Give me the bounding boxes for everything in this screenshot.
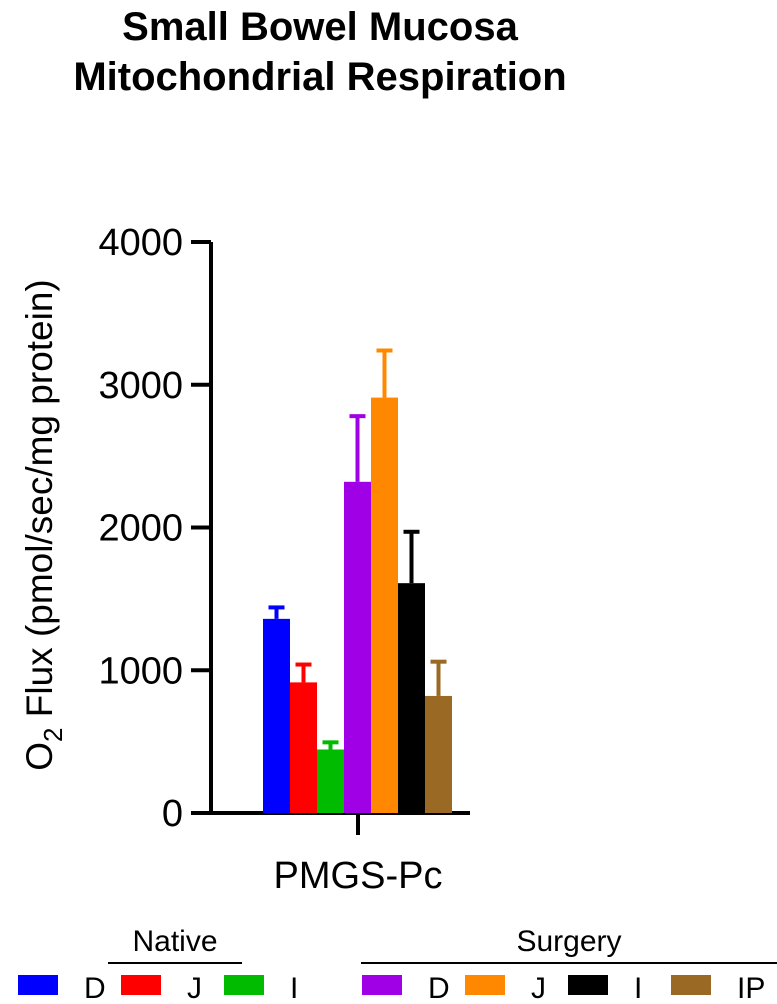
bar-surgery-ip [425,695,452,813]
legend-entry-label: I [290,972,298,1004]
legend-swatch [362,975,402,995]
bar-surgery-i [398,583,425,813]
y-tick-label: 2000 [98,508,183,550]
legend-group-surgery-title: Surgery [516,925,621,958]
legend-entry-label: IP [737,972,765,1004]
legend-swatch [671,975,711,995]
legend-entry-label: D [84,972,106,1004]
y-tick-label: 1000 [98,650,183,692]
bar-surgery-d [344,481,371,813]
legend-swatch [18,975,58,995]
legend-group-native-title: Native [132,925,217,958]
chart-title-line-1: Small Bowel Mucosa [122,5,518,49]
bar-native-j [290,682,317,813]
chart-title-line-2: Mitochondrial Respiration [73,55,567,99]
legend-swatch [465,975,505,995]
legend-entry-label: I [634,972,642,1004]
axes: 0 1000 2000 3000 4000 [98,222,470,835]
legend-swatch [568,975,608,995]
legend-entry-label: J [531,972,546,1004]
x-category-label: PMGS-Pc [274,855,443,897]
y-axis-label-prefix: O [19,742,60,771]
y-tick-label: 4000 [98,222,183,264]
bar-native-i [317,749,344,813]
legend-entry-label: J [187,972,202,1004]
y-axis-label-subscript: 2 [38,728,68,742]
y-tick-label: 3000 [98,365,183,407]
legend-swatch [224,975,264,995]
legend-swatch [121,975,161,995]
bar-surgery-j [371,397,398,813]
bar-native-d [263,618,290,813]
legend-entry-label: D [428,972,450,1004]
y-tick-label: 0 [162,793,183,835]
chart-title: Small Bowel Mucosa Mitochondrial Respira… [0,2,640,102]
y-axis-label: O2 Flux (pmol/sec/mg protein) [19,279,68,771]
y-axis-label-suffix: Flux (pmol/sec/mg protein) [19,279,60,727]
bars [263,348,452,813]
legend: Native Surgery D J I D J I IP [18,925,777,1004]
